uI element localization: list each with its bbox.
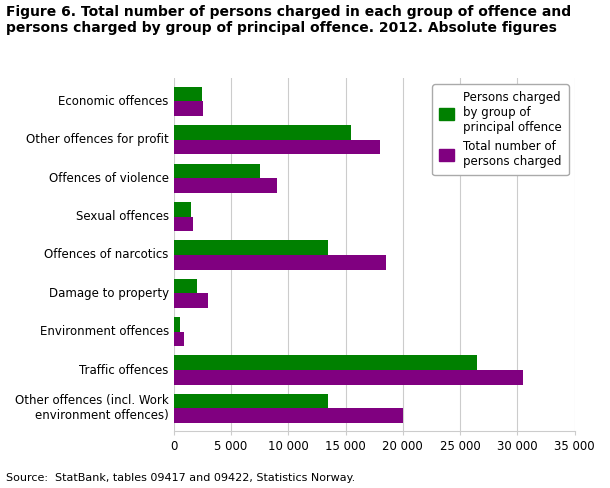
Bar xyxy=(174,125,351,140)
Bar xyxy=(174,370,523,385)
Bar xyxy=(174,332,184,346)
Bar xyxy=(174,317,181,332)
Bar xyxy=(174,279,196,293)
Bar xyxy=(174,87,203,102)
Bar xyxy=(174,241,328,255)
Bar xyxy=(174,394,328,408)
Legend: Persons charged
by group of
principal offence, Total number of
persons charged: Persons charged by group of principal of… xyxy=(432,84,569,175)
Bar xyxy=(174,293,208,308)
Bar xyxy=(174,355,477,370)
Bar xyxy=(174,140,380,154)
Text: Source:  StatBank, tables 09417 and 09422, Statistics Norway.: Source: StatBank, tables 09417 and 09422… xyxy=(6,473,356,483)
Text: Figure 6. Total number of persons charged in each group of offence and
persons c: Figure 6. Total number of persons charge… xyxy=(6,5,571,35)
Bar xyxy=(174,102,203,116)
Bar xyxy=(174,408,403,423)
Bar xyxy=(174,202,191,217)
Bar xyxy=(174,178,277,193)
Bar xyxy=(174,217,193,231)
Bar xyxy=(174,255,386,269)
Bar xyxy=(174,163,260,178)
